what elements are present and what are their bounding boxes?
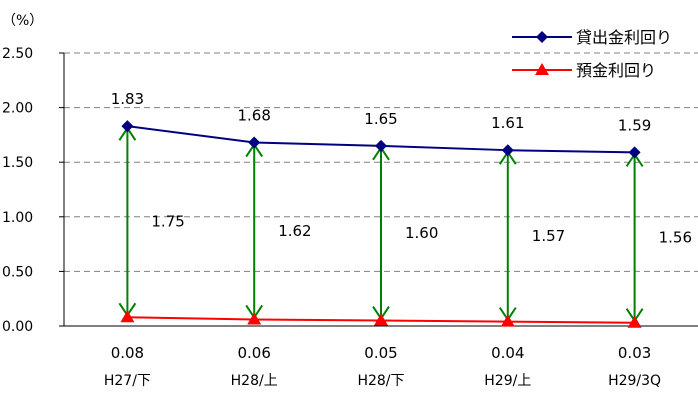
data-label: 0.04: [491, 344, 524, 362]
data-label: 1.83: [111, 90, 144, 108]
data-label: 0.08: [111, 344, 144, 362]
data-label: 0.06: [237, 344, 270, 362]
x-category-label: H29/3Q: [608, 373, 661, 389]
triangle-marker: [627, 315, 642, 328]
triangle-marker: [120, 310, 135, 323]
y-axis-unit-label: （%）: [2, 13, 43, 29]
spread-label: 1.57: [532, 227, 565, 245]
diamond-marker: [628, 146, 641, 159]
axis-layer: 0.00 0.50 1.00 1.50 2.00 2.50 H27/下 H28/上 H28/下 H…: [2, 46, 698, 389]
diamond-marker: [121, 120, 134, 133]
series-layer: [120, 120, 642, 328]
triangle-marker: [374, 313, 388, 326]
label-layer: 1.75 1.62 1.60 1.57 1.56 1.83 1.68 1.65 1.61 1.59…: [111, 90, 692, 362]
triangle-marker: [247, 312, 262, 325]
spread-layer: [118, 126, 644, 323]
data-label: 1.68: [237, 107, 270, 125]
y-tick-label: 2.50: [2, 46, 33, 62]
legend-label-2: 預金利回り: [576, 61, 656, 80]
x-category-label: H28/上: [231, 373, 278, 389]
y-tick-label: 0.50: [2, 264, 33, 280]
data-label: 1.65: [364, 110, 397, 128]
legend-diamond-marker: [536, 31, 548, 43]
grid-layer: [64, 52, 698, 272]
data-label: 1.61: [491, 114, 524, 132]
diamond-marker: [501, 144, 514, 157]
x-category-label: H27/下: [104, 373, 151, 389]
spread-label: 1.56: [659, 229, 692, 247]
y-tick-label: 1.00: [2, 210, 33, 226]
x-category-label: H29/上: [484, 373, 531, 389]
data-label: 0.03: [618, 344, 651, 362]
data-label: 1.59: [618, 116, 651, 134]
diamond-marker: [248, 136, 261, 149]
data-label: 0.05: [364, 344, 397, 362]
spread-label: 1.60: [405, 224, 438, 242]
y-tick-label: 1.50: [2, 155, 33, 171]
y-tick-label: 2.00: [2, 101, 33, 117]
diamond-marker: [375, 139, 387, 152]
y-tick-label: 0.00: [2, 319, 33, 335]
legend-triangle-marker: [535, 63, 549, 75]
spread-label: 1.62: [278, 222, 311, 240]
spread-label: 1.75: [151, 213, 184, 231]
x-category-label: H28/下: [357, 373, 404, 389]
legend-label-1: 貸出金利回り: [576, 28, 672, 47]
triangle-marker: [500, 314, 515, 327]
